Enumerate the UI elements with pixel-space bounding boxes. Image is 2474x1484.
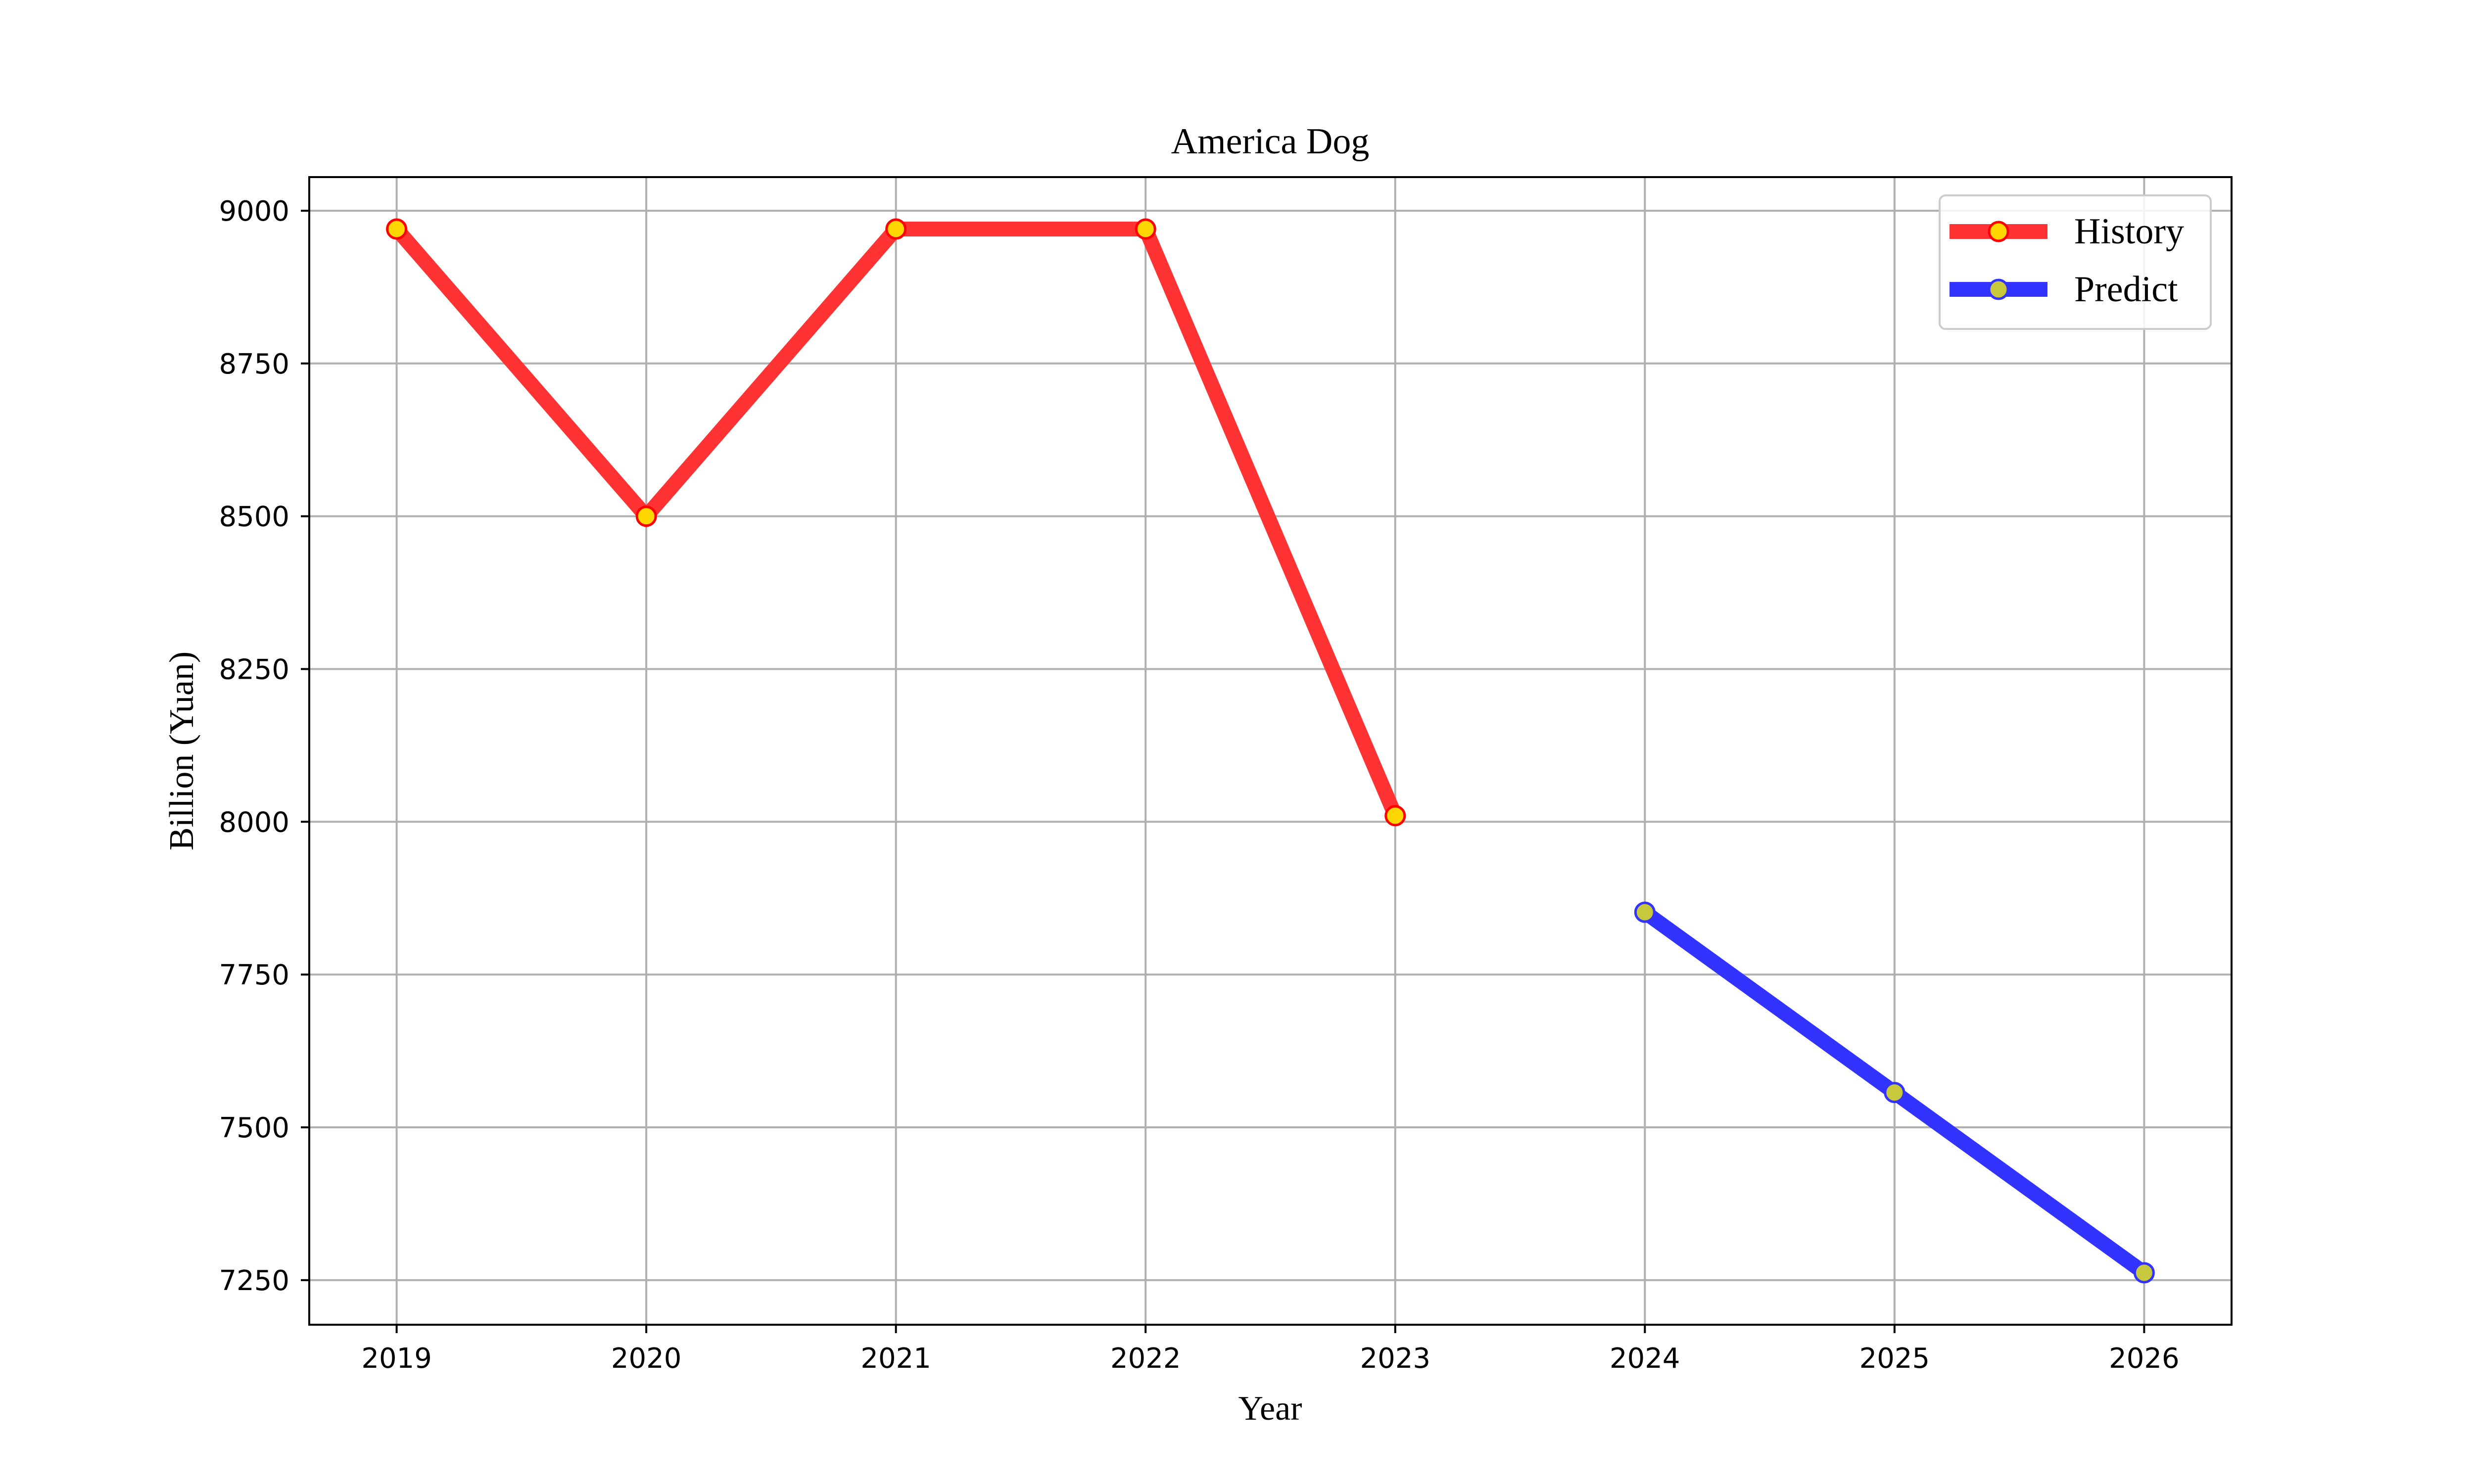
x-tick-label: 2026 — [2109, 1343, 2180, 1375]
chart-title: America Dog — [1171, 121, 1370, 162]
x-tick-label: 2019 — [361, 1343, 432, 1375]
y-tick-label: 8250 — [219, 653, 289, 686]
y-tick-label: 7750 — [219, 959, 289, 991]
data-point-history — [885, 218, 907, 240]
x-tick-label: 2025 — [1859, 1343, 1930, 1375]
legend-predict-marker — [1988, 278, 2009, 300]
data-point-predict — [1884, 1082, 1905, 1104]
legend-history-marker — [1988, 221, 2009, 242]
x-tick-label: 2022 — [1110, 1343, 1181, 1375]
y-tick-label: 8750 — [219, 348, 289, 380]
y-tick-label: 9000 — [219, 195, 289, 228]
data-point-history — [635, 506, 657, 527]
legend: History Predict — [1939, 194, 2212, 330]
axis-ticks: 2019 2020 2021 2022 2023 2024 2025 2026 7250 7500… — [219, 195, 2179, 1375]
legend-item-predict: Predict — [1950, 269, 2178, 310]
legend-item-history: History — [1950, 211, 2184, 252]
legend-history-label: History — [2074, 211, 2184, 252]
x-tick-label: 2024 — [1610, 1343, 1680, 1375]
y-tick-label: 7500 — [219, 1112, 289, 1144]
data-point-predict — [1634, 901, 1656, 923]
series-markers — [386, 218, 2155, 1284]
y-tick-label: 7250 — [219, 1265, 289, 1297]
data-point-history — [1135, 218, 1156, 240]
legend-predict-label: Predict — [2074, 269, 2178, 310]
data-point-predict — [2133, 1262, 2155, 1284]
data-point-history — [1384, 805, 1406, 827]
x-axis-label: Year — [1238, 1390, 1302, 1428]
y-tick-label: 8000 — [219, 806, 289, 838]
data-point-history — [386, 218, 408, 240]
y-axis-label: Billion (Yuan) — [163, 651, 201, 850]
plot-area-frame — [308, 176, 2233, 1326]
x-tick-label: 2023 — [1360, 1343, 1431, 1375]
y-tick-label: 8500 — [219, 501, 289, 533]
x-tick-label: 2021 — [860, 1343, 931, 1375]
x-tick-label: 2020 — [611, 1343, 682, 1375]
